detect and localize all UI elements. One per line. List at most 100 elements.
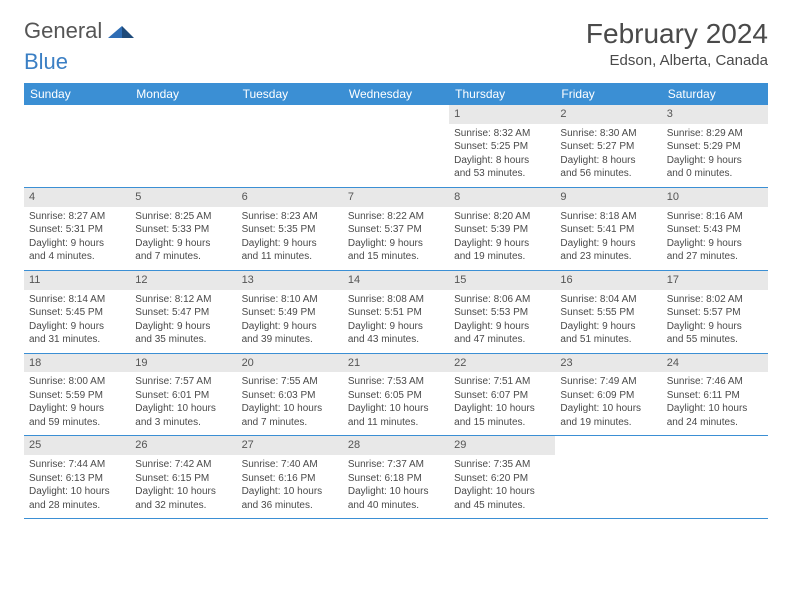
day-headers-row: SundayMondayTuesdayWednesdayThursdayFrid…	[24, 83, 768, 105]
day-cell: 11Sunrise: 8:14 AMSunset: 5:45 PMDayligh…	[24, 271, 130, 353]
day-number: 5	[130, 188, 236, 207]
sunset-text: Sunset: 6:09 PM	[560, 389, 656, 403]
daylight-text: and 45 minutes.	[454, 499, 550, 513]
daylight-text: Daylight: 10 hours	[135, 485, 231, 499]
day-cell: 26Sunrise: 7:42 AMSunset: 6:15 PMDayligh…	[130, 436, 236, 518]
day-number: 13	[237, 271, 343, 290]
day-number: 23	[555, 354, 661, 373]
sunrise-text: Sunrise: 8:08 AM	[348, 293, 444, 307]
daylight-text: and 3 minutes.	[135, 416, 231, 430]
sunrise-text: Sunrise: 7:49 AM	[560, 375, 656, 389]
sunset-text: Sunset: 6:20 PM	[454, 472, 550, 486]
day-number: 24	[662, 354, 768, 373]
day-cell: 24Sunrise: 7:46 AMSunset: 6:11 PMDayligh…	[662, 354, 768, 436]
sunrise-text: Sunrise: 7:46 AM	[667, 375, 763, 389]
daylight-text: and 19 minutes.	[454, 250, 550, 264]
day-number: 18	[24, 354, 130, 373]
daylight-text: Daylight: 10 hours	[454, 402, 550, 416]
sunrise-text: Sunrise: 8:30 AM	[560, 127, 656, 141]
daylight-text: and 23 minutes.	[560, 250, 656, 264]
day-cell: 25Sunrise: 7:44 AMSunset: 6:13 PMDayligh…	[24, 436, 130, 518]
daylight-text: and 4 minutes.	[29, 250, 125, 264]
daylight-text: Daylight: 10 hours	[454, 485, 550, 499]
sunset-text: Sunset: 6:18 PM	[348, 472, 444, 486]
sunset-text: Sunset: 5:29 PM	[667, 140, 763, 154]
daylight-text: Daylight: 8 hours	[454, 154, 550, 168]
daylight-text: Daylight: 9 hours	[454, 237, 550, 251]
daylight-text: and 7 minutes.	[135, 250, 231, 264]
sunset-text: Sunset: 6:16 PM	[242, 472, 338, 486]
sunset-text: Sunset: 6:01 PM	[135, 389, 231, 403]
day-header: Wednesday	[343, 83, 449, 105]
daylight-text: Daylight: 9 hours	[348, 320, 444, 334]
sunrise-text: Sunrise: 8:22 AM	[348, 210, 444, 224]
week-row: 1Sunrise: 8:32 AMSunset: 5:25 PMDaylight…	[24, 105, 768, 188]
sunrise-text: Sunrise: 8:10 AM	[242, 293, 338, 307]
day-number	[662, 436, 768, 455]
daylight-text: Daylight: 9 hours	[348, 237, 444, 251]
sunrise-text: Sunrise: 7:44 AM	[29, 458, 125, 472]
daylight-text: Daylight: 9 hours	[242, 320, 338, 334]
day-number: 14	[343, 271, 449, 290]
sunrise-text: Sunrise: 7:55 AM	[242, 375, 338, 389]
day-cell: 18Sunrise: 8:00 AMSunset: 5:59 PMDayligh…	[24, 354, 130, 436]
daylight-text: and 39 minutes.	[242, 333, 338, 347]
sunrise-text: Sunrise: 8:23 AM	[242, 210, 338, 224]
week-row: 18Sunrise: 8:00 AMSunset: 5:59 PMDayligh…	[24, 354, 768, 437]
day-cell: 20Sunrise: 7:55 AMSunset: 6:03 PMDayligh…	[237, 354, 343, 436]
day-number: 3	[662, 105, 768, 124]
daylight-text: Daylight: 9 hours	[560, 320, 656, 334]
daylight-text: Daylight: 10 hours	[667, 402, 763, 416]
daylight-text: and 11 minutes.	[348, 416, 444, 430]
sunrise-text: Sunrise: 7:53 AM	[348, 375, 444, 389]
day-number	[343, 105, 449, 124]
day-header: Tuesday	[237, 83, 343, 105]
daylight-text: and 27 minutes.	[667, 250, 763, 264]
day-cell: 4Sunrise: 8:27 AMSunset: 5:31 PMDaylight…	[24, 188, 130, 270]
day-number: 20	[237, 354, 343, 373]
sunset-text: Sunset: 5:37 PM	[348, 223, 444, 237]
sunset-text: Sunset: 5:43 PM	[667, 223, 763, 237]
day-cell: 13Sunrise: 8:10 AMSunset: 5:49 PMDayligh…	[237, 271, 343, 353]
day-cell: 2Sunrise: 8:30 AMSunset: 5:27 PMDaylight…	[555, 105, 661, 187]
daylight-text: and 55 minutes.	[667, 333, 763, 347]
daylight-text: Daylight: 9 hours	[454, 320, 550, 334]
daylight-text: Daylight: 9 hours	[560, 237, 656, 251]
day-number	[130, 105, 236, 124]
daylight-text: and 15 minutes.	[454, 416, 550, 430]
daylight-text: Daylight: 10 hours	[560, 402, 656, 416]
day-number: 7	[343, 188, 449, 207]
daylight-text: and 47 minutes.	[454, 333, 550, 347]
sunset-text: Sunset: 5:31 PM	[29, 223, 125, 237]
sunrise-text: Sunrise: 8:00 AM	[29, 375, 125, 389]
daylight-text: and 31 minutes.	[29, 333, 125, 347]
daylight-text: and 43 minutes.	[348, 333, 444, 347]
sunset-text: Sunset: 5:51 PM	[348, 306, 444, 320]
day-cell: 19Sunrise: 7:57 AMSunset: 6:01 PMDayligh…	[130, 354, 236, 436]
logo-text-2: Blue	[24, 49, 768, 75]
sunset-text: Sunset: 5:55 PM	[560, 306, 656, 320]
month-title: February 2024	[586, 18, 768, 50]
day-number	[24, 105, 130, 124]
sunset-text: Sunset: 5:33 PM	[135, 223, 231, 237]
sunrise-text: Sunrise: 8:20 AM	[454, 210, 550, 224]
daylight-text: and 11 minutes.	[242, 250, 338, 264]
daylight-text: Daylight: 9 hours	[29, 402, 125, 416]
day-number	[555, 436, 661, 455]
sunset-text: Sunset: 5:35 PM	[242, 223, 338, 237]
daylight-text: and 32 minutes.	[135, 499, 231, 513]
daylight-text: and 59 minutes.	[29, 416, 125, 430]
day-header: Friday	[555, 83, 661, 105]
day-number	[237, 105, 343, 124]
daylight-text: and 36 minutes.	[242, 499, 338, 513]
day-cell: 17Sunrise: 8:02 AMSunset: 5:57 PMDayligh…	[662, 271, 768, 353]
week-row: 25Sunrise: 7:44 AMSunset: 6:13 PMDayligh…	[24, 436, 768, 519]
day-number: 19	[130, 354, 236, 373]
day-number: 29	[449, 436, 555, 455]
sunrise-text: Sunrise: 7:57 AM	[135, 375, 231, 389]
calendar-page: General February 2024 Edson, Alberta, Ca…	[0, 0, 792, 537]
day-cell: 27Sunrise: 7:40 AMSunset: 6:16 PMDayligh…	[237, 436, 343, 518]
week-row: 11Sunrise: 8:14 AMSunset: 5:45 PMDayligh…	[24, 271, 768, 354]
day-number: 21	[343, 354, 449, 373]
daylight-text: Daylight: 10 hours	[242, 402, 338, 416]
